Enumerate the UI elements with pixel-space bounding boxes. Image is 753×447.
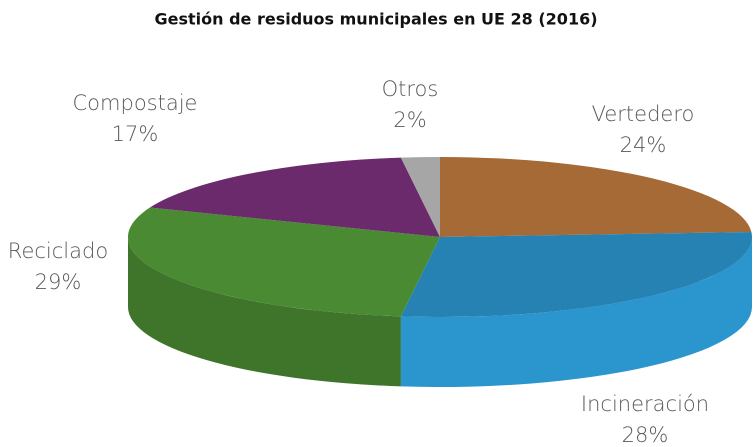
pie-slice [440, 157, 752, 237]
pie-slice-side [400, 237, 752, 387]
slice-label: Reciclado [8, 239, 108, 263]
pie-slice [127, 207, 440, 317]
slice-value-label: 2% [393, 108, 426, 132]
slice-value-label: 17% [112, 122, 159, 146]
chart-title: Gestión de residuos municipales en UE 28… [154, 10, 597, 29]
slice-value-label: 24% [620, 133, 667, 157]
slice-value-label: 29% [35, 270, 82, 294]
slice-value-label: 28% [622, 423, 669, 447]
pie-slice [400, 157, 440, 237]
pie-slice [149, 157, 440, 237]
slice-label: Vertedero [592, 102, 695, 126]
pie-slice-side [128, 237, 401, 387]
slice-label: Otros [382, 77, 439, 101]
pie-slice [400, 231, 752, 317]
slice-label: Compostaje [73, 91, 198, 115]
slice-label: Incineración [581, 392, 709, 416]
